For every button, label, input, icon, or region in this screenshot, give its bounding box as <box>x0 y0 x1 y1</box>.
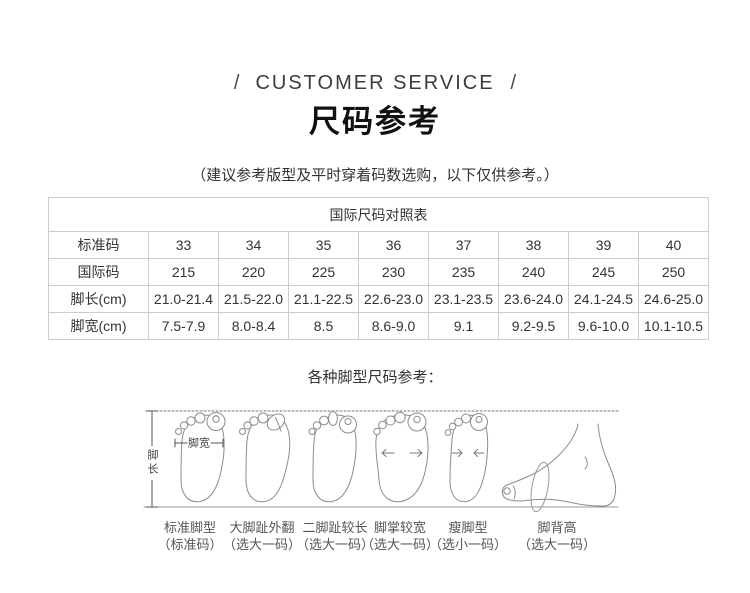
size-cell: 8.0-8.4 <box>218 312 289 340</box>
foot-width-label: 脚宽 <box>188 436 210 450</box>
eyebrow-slash-right: / <box>510 72 517 94</box>
size-cell: 9.1 <box>428 312 499 340</box>
foot-diagram-long-second-toe <box>309 412 357 502</box>
foot-type-label-narrow: 瘦脚型 （选小一码） <box>429 519 507 553</box>
size-cell: 7.5-7.9 <box>148 312 219 340</box>
size-cell: 35 <box>288 231 359 259</box>
size-cell: 10.1-10.5 <box>638 312 709 340</box>
size-cell: 24.6-25.0 <box>638 285 709 313</box>
size-cell: 8.6-9.0 <box>358 312 429 340</box>
foot-type-label-wide: 脚掌较宽 （选大一码） <box>361 519 439 553</box>
size-cell: 21.5-22.0 <box>218 285 289 313</box>
foot-type-note: （选大一码） <box>360 537 440 552</box>
foot-type-label-standard: 标准脚型 （标准码） <box>157 519 222 553</box>
foot-diagram-standard: 脚宽 <box>175 413 225 502</box>
size-cell: 21.0-21.4 <box>148 285 219 313</box>
size-cell: 220 <box>218 258 289 286</box>
table-row: 国际尺码对照表 <box>48 197 709 232</box>
eyebrow-text: CUSTOMER SERVICE <box>255 72 495 94</box>
size-table-caption: 国际尺码对照表 <box>48 197 709 232</box>
foot-type-label-long-second-toe: 二脚趾较长 （选大一码） <box>296 519 374 553</box>
arrow-left-in-icon <box>452 450 462 457</box>
size-cell: 38 <box>498 231 569 259</box>
foot-type-name: 二脚趾较长 <box>302 520 368 535</box>
size-row-label: 标准码 <box>48 231 149 259</box>
arrow-right-in-icon <box>474 450 484 457</box>
table-row: 标准码 33 34 35 36 37 38 39 40 <box>48 231 709 259</box>
foot-diagram-valgus <box>240 411 290 502</box>
size-cell: 215 <box>148 258 219 286</box>
foot-type-name: 大脚趾外翻 <box>229 520 295 535</box>
size-cell: 33 <box>148 231 219 259</box>
foot-length-label: 脚长 <box>144 446 160 480</box>
size-table: 国际尺码对照表 标准码 33 34 35 36 37 38 39 40 国际码 … <box>48 197 709 340</box>
size-cell: 9.2-9.5 <box>498 312 569 340</box>
size-cell: 36 <box>358 231 429 259</box>
size-cell: 245 <box>568 258 639 286</box>
foot-type-note: （选大一码） <box>295 537 375 552</box>
foot-type-label-high-instep: 脚背高 （选大一码） <box>518 519 596 553</box>
size-cell: 37 <box>428 231 499 259</box>
eyebrow-slash-left: / <box>233 72 240 94</box>
size-row-label: 脚长(cm) <box>48 285 149 313</box>
size-cell: 21.1-22.5 <box>288 285 359 313</box>
size-cell: 40 <box>638 231 709 259</box>
page-title: 尺码参考 <box>309 104 441 139</box>
foot-type-name: 标准脚型 <box>163 520 217 535</box>
size-cell: 240 <box>498 258 569 286</box>
instep-girth-loop <box>528 461 552 513</box>
foot-type-name: 脚掌较宽 <box>373 520 427 535</box>
size-cell: 39 <box>568 231 639 259</box>
size-row-label: 脚宽(cm) <box>48 312 149 340</box>
size-cell: 235 <box>428 258 499 286</box>
size-cell: 23.1-23.5 <box>428 285 499 313</box>
foot-type-label-valgus: 大脚趾外翻 （选大一码） <box>223 519 301 553</box>
foot-type-name: 瘦脚型 <box>448 520 488 535</box>
size-cell: 8.5 <box>288 312 359 340</box>
table-row: 脚宽(cm) 7.5-7.9 8.0-8.4 8.5 8.6-9.0 9.1 9… <box>48 312 709 340</box>
foot-type-note: （选大一码） <box>222 537 302 552</box>
foot-type-note: （选小一码） <box>428 537 508 552</box>
foot-diagram-high-instep <box>502 424 615 513</box>
eyebrow: / CUSTOMER SERVICE / <box>0 72 750 95</box>
size-cell: 22.6-23.0 <box>358 285 429 313</box>
arrow-right-out-icon <box>410 450 422 457</box>
table-row: 国际码 215 220 225 230 235 240 245 250 <box>48 258 709 286</box>
size-cell: 9.6-10.0 <box>568 312 639 340</box>
subtitle: （建议参考版型及平时穿着码数选购，以下仅供参考。） <box>191 167 559 184</box>
foot-guide-heading: 各种脚型尺码参考： <box>307 369 443 386</box>
foot-type-note: （标准码） <box>157 537 223 552</box>
size-row-label: 国际码 <box>48 258 149 286</box>
size-cell: 34 <box>218 231 289 259</box>
foot-diagram-wide <box>374 412 428 501</box>
size-cell: 230 <box>358 258 429 286</box>
foot-type-note: （选大一码） <box>517 537 597 552</box>
table-row: 脚长(cm) 21.0-21.4 21.5-22.0 21.1-22.5 22.… <box>48 285 709 313</box>
size-cell: 23.6-24.0 <box>498 285 569 313</box>
size-cell: 225 <box>288 258 359 286</box>
foot-type-name: 脚背高 <box>537 520 577 535</box>
foot-diagram-narrow <box>445 414 488 502</box>
size-cell: 250 <box>638 258 709 286</box>
arrow-left-out-icon <box>382 450 394 457</box>
size-cell: 24.1-24.5 <box>568 285 639 313</box>
foot-diagrams-illustration: 脚宽 <box>130 395 730 515</box>
foot-width-measure <box>175 439 223 447</box>
